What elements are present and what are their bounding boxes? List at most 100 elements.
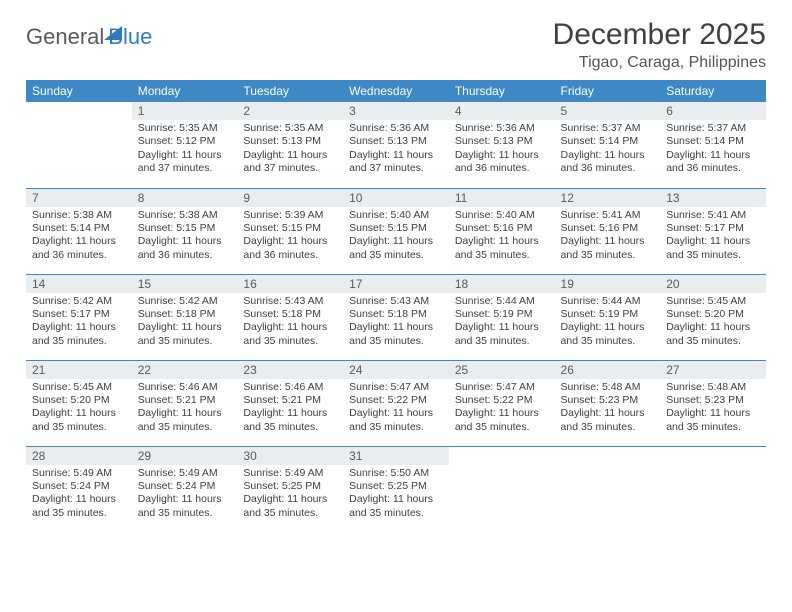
weekday-header-row: SundayMondayTuesdayWednesdayThursdayFrid…	[26, 80, 766, 102]
day-number: 7	[26, 189, 132, 207]
day-details: Sunrise: 5:44 AMSunset: 5:19 PMDaylight:…	[555, 293, 661, 353]
calendar-week-row: 28Sunrise: 5:49 AMSunset: 5:24 PMDayligh…	[26, 446, 766, 532]
calendar-week-row: 21Sunrise: 5:45 AMSunset: 5:20 PMDayligh…	[26, 360, 766, 446]
day-number: 25	[449, 361, 555, 379]
header-bar: General Blue December 2025 Tigao, Caraga…	[26, 18, 766, 72]
day-number: 28	[26, 447, 132, 465]
calendar-cell: 3Sunrise: 5:36 AMSunset: 5:13 PMDaylight…	[343, 102, 449, 188]
day-details: Sunrise: 5:43 AMSunset: 5:18 PMDaylight:…	[237, 293, 343, 353]
day-number: 24	[343, 361, 449, 379]
day-number: 26	[555, 361, 661, 379]
calendar-cell: 14Sunrise: 5:42 AMSunset: 5:17 PMDayligh…	[26, 274, 132, 360]
day-details: Sunrise: 5:45 AMSunset: 5:20 PMDaylight:…	[26, 379, 132, 439]
day-number: 10	[343, 189, 449, 207]
weekday-header: Wednesday	[343, 80, 449, 102]
day-details: Sunrise: 5:37 AMSunset: 5:14 PMDaylight:…	[555, 120, 661, 180]
day-number: 6	[660, 102, 766, 120]
day-number: 18	[449, 275, 555, 293]
day-number: 14	[26, 275, 132, 293]
calendar-cell: 2Sunrise: 5:35 AMSunset: 5:13 PMDaylight…	[237, 102, 343, 188]
day-details: Sunrise: 5:36 AMSunset: 5:13 PMDaylight:…	[343, 120, 449, 180]
calendar-cell: 11Sunrise: 5:40 AMSunset: 5:16 PMDayligh…	[449, 188, 555, 274]
calendar-cell: 27Sunrise: 5:48 AMSunset: 5:23 PMDayligh…	[660, 360, 766, 446]
month-title: December 2025	[553, 18, 766, 52]
day-details: Sunrise: 5:43 AMSunset: 5:18 PMDaylight:…	[343, 293, 449, 353]
calendar-table: SundayMondayTuesdayWednesdayThursdayFrid…	[26, 80, 766, 532]
day-number: 16	[237, 275, 343, 293]
day-number: 17	[343, 275, 449, 293]
day-details: Sunrise: 5:50 AMSunset: 5:25 PMDaylight:…	[343, 465, 449, 525]
day-details: Sunrise: 5:40 AMSunset: 5:16 PMDaylight:…	[449, 207, 555, 267]
day-number: 15	[132, 275, 238, 293]
day-number: 29	[132, 447, 238, 465]
day-details: Sunrise: 5:42 AMSunset: 5:17 PMDaylight:…	[26, 293, 132, 353]
calendar-cell: 20Sunrise: 5:45 AMSunset: 5:20 PMDayligh…	[660, 274, 766, 360]
day-details: Sunrise: 5:41 AMSunset: 5:16 PMDaylight:…	[555, 207, 661, 267]
day-number: 27	[660, 361, 766, 379]
calendar-cell: 26Sunrise: 5:48 AMSunset: 5:23 PMDayligh…	[555, 360, 661, 446]
calendar-cell: 9Sunrise: 5:39 AMSunset: 5:15 PMDaylight…	[237, 188, 343, 274]
calendar-week-row: 1Sunrise: 5:35 AMSunset: 5:12 PMDaylight…	[26, 102, 766, 188]
day-details: Sunrise: 5:47 AMSunset: 5:22 PMDaylight:…	[449, 379, 555, 439]
day-details: Sunrise: 5:49 AMSunset: 5:25 PMDaylight:…	[237, 465, 343, 525]
weekday-header: Friday	[555, 80, 661, 102]
brand-part2: Blue	[108, 24, 152, 50]
day-details: Sunrise: 5:35 AMSunset: 5:13 PMDaylight:…	[237, 120, 343, 180]
day-details: Sunrise: 5:49 AMSunset: 5:24 PMDaylight:…	[132, 465, 238, 525]
calendar-cell	[26, 102, 132, 188]
day-number: 13	[660, 189, 766, 207]
location-label: Tigao, Caraga, Philippines	[553, 54, 766, 72]
day-details: Sunrise: 5:49 AMSunset: 5:24 PMDaylight:…	[26, 465, 132, 525]
calendar-week-row: 7Sunrise: 5:38 AMSunset: 5:14 PMDaylight…	[26, 188, 766, 274]
calendar-cell: 4Sunrise: 5:36 AMSunset: 5:13 PMDaylight…	[449, 102, 555, 188]
weekday-header: Tuesday	[237, 80, 343, 102]
day-details: Sunrise: 5:46 AMSunset: 5:21 PMDaylight:…	[237, 379, 343, 439]
day-number: 4	[449, 102, 555, 120]
title-block: December 2025 Tigao, Caraga, Philippines	[553, 18, 766, 72]
day-details: Sunrise: 5:42 AMSunset: 5:18 PMDaylight:…	[132, 293, 238, 353]
calendar-cell: 7Sunrise: 5:38 AMSunset: 5:14 PMDaylight…	[26, 188, 132, 274]
calendar-cell: 25Sunrise: 5:47 AMSunset: 5:22 PMDayligh…	[449, 360, 555, 446]
calendar-cell: 16Sunrise: 5:43 AMSunset: 5:18 PMDayligh…	[237, 274, 343, 360]
day-number: 23	[237, 361, 343, 379]
day-number: 9	[237, 189, 343, 207]
day-details: Sunrise: 5:47 AMSunset: 5:22 PMDaylight:…	[343, 379, 449, 439]
calendar-cell: 6Sunrise: 5:37 AMSunset: 5:14 PMDaylight…	[660, 102, 766, 188]
day-details: Sunrise: 5:37 AMSunset: 5:14 PMDaylight:…	[660, 120, 766, 180]
calendar-cell: 24Sunrise: 5:47 AMSunset: 5:22 PMDayligh…	[343, 360, 449, 446]
day-details: Sunrise: 5:38 AMSunset: 5:15 PMDaylight:…	[132, 207, 238, 267]
weekday-header: Monday	[132, 80, 238, 102]
calendar-cell: 30Sunrise: 5:49 AMSunset: 5:25 PMDayligh…	[237, 446, 343, 532]
day-number: 1	[132, 102, 238, 120]
day-number: 20	[660, 275, 766, 293]
brand-part1: General	[26, 24, 104, 50]
day-number: 12	[555, 189, 661, 207]
calendar-cell: 1Sunrise: 5:35 AMSunset: 5:12 PMDaylight…	[132, 102, 238, 188]
weekday-header: Saturday	[660, 80, 766, 102]
day-number: 30	[237, 447, 343, 465]
calendar-cell: 31Sunrise: 5:50 AMSunset: 5:25 PMDayligh…	[343, 446, 449, 532]
calendar-cell: 10Sunrise: 5:40 AMSunset: 5:15 PMDayligh…	[343, 188, 449, 274]
day-number: 8	[132, 189, 238, 207]
calendar-cell	[660, 446, 766, 532]
calendar-cell	[555, 446, 661, 532]
day-details: Sunrise: 5:40 AMSunset: 5:15 PMDaylight:…	[343, 207, 449, 267]
calendar-cell: 23Sunrise: 5:46 AMSunset: 5:21 PMDayligh…	[237, 360, 343, 446]
day-details: Sunrise: 5:38 AMSunset: 5:14 PMDaylight:…	[26, 207, 132, 267]
day-details: Sunrise: 5:35 AMSunset: 5:12 PMDaylight:…	[132, 120, 238, 180]
day-number: 11	[449, 189, 555, 207]
day-details: Sunrise: 5:48 AMSunset: 5:23 PMDaylight:…	[555, 379, 661, 439]
calendar-cell: 19Sunrise: 5:44 AMSunset: 5:19 PMDayligh…	[555, 274, 661, 360]
calendar-cell: 17Sunrise: 5:43 AMSunset: 5:18 PMDayligh…	[343, 274, 449, 360]
calendar-cell: 18Sunrise: 5:44 AMSunset: 5:19 PMDayligh…	[449, 274, 555, 360]
day-number: 22	[132, 361, 238, 379]
day-number: 19	[555, 275, 661, 293]
calendar-cell: 15Sunrise: 5:42 AMSunset: 5:18 PMDayligh…	[132, 274, 238, 360]
day-details: Sunrise: 5:41 AMSunset: 5:17 PMDaylight:…	[660, 207, 766, 267]
brand-logo: General Blue	[26, 18, 152, 50]
calendar-cell: 13Sunrise: 5:41 AMSunset: 5:17 PMDayligh…	[660, 188, 766, 274]
calendar-cell: 5Sunrise: 5:37 AMSunset: 5:14 PMDaylight…	[555, 102, 661, 188]
day-details: Sunrise: 5:36 AMSunset: 5:13 PMDaylight:…	[449, 120, 555, 180]
day-details: Sunrise: 5:45 AMSunset: 5:20 PMDaylight:…	[660, 293, 766, 353]
day-details: Sunrise: 5:48 AMSunset: 5:23 PMDaylight:…	[660, 379, 766, 439]
